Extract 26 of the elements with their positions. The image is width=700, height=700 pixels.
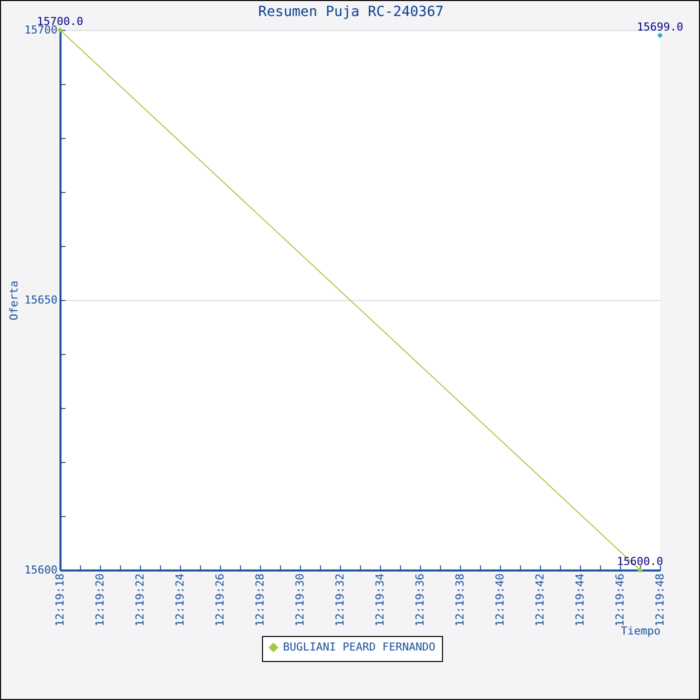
chart-title: Resumen Puja RC-240367: [258, 4, 444, 20]
x-tick-label: 12:19:28: [253, 574, 266, 626]
x-tick-label: 12:19:46: [613, 574, 626, 626]
x-tick-label: 12:19:48: [654, 574, 666, 626]
point: [637, 567, 643, 573]
point: [657, 32, 663, 38]
x-tick-label: 12:19:38: [454, 574, 466, 626]
x-tick-label: 12:19:32: [334, 574, 346, 626]
x-tick-label: 12:19:34: [374, 573, 386, 626]
x-axis-title: Tiempo: [620, 624, 660, 638]
x-tick-label: 12:19:30: [294, 574, 306, 626]
x-tick-label: 12:19:42: [533, 574, 546, 626]
data-label: 15699.0: [636, 20, 684, 34]
x-tick-label: 12:19:40: [494, 574, 506, 626]
legend-label: BUGLIANI PEARD FERNANDO: [283, 640, 436, 654]
point: [57, 27, 63, 33]
x-tick-label: 12:19:22: [134, 574, 146, 626]
y-tick-label: 15650: [24, 294, 58, 306]
x-tick-label: 12:19:20: [93, 574, 106, 626]
x-tick-label: 12:19:18: [54, 574, 66, 626]
x-tick-label: 12:19:24: [173, 573, 186, 626]
x-tick-label: 12:19:36: [414, 574, 426, 626]
y-tick-label: 15700: [24, 24, 58, 36]
x-tick-label: 12:19:26: [214, 574, 226, 626]
x-tick-label: 12:19:44: [574, 573, 586, 626]
y-axis-title: Oferta: [8, 280, 20, 320]
